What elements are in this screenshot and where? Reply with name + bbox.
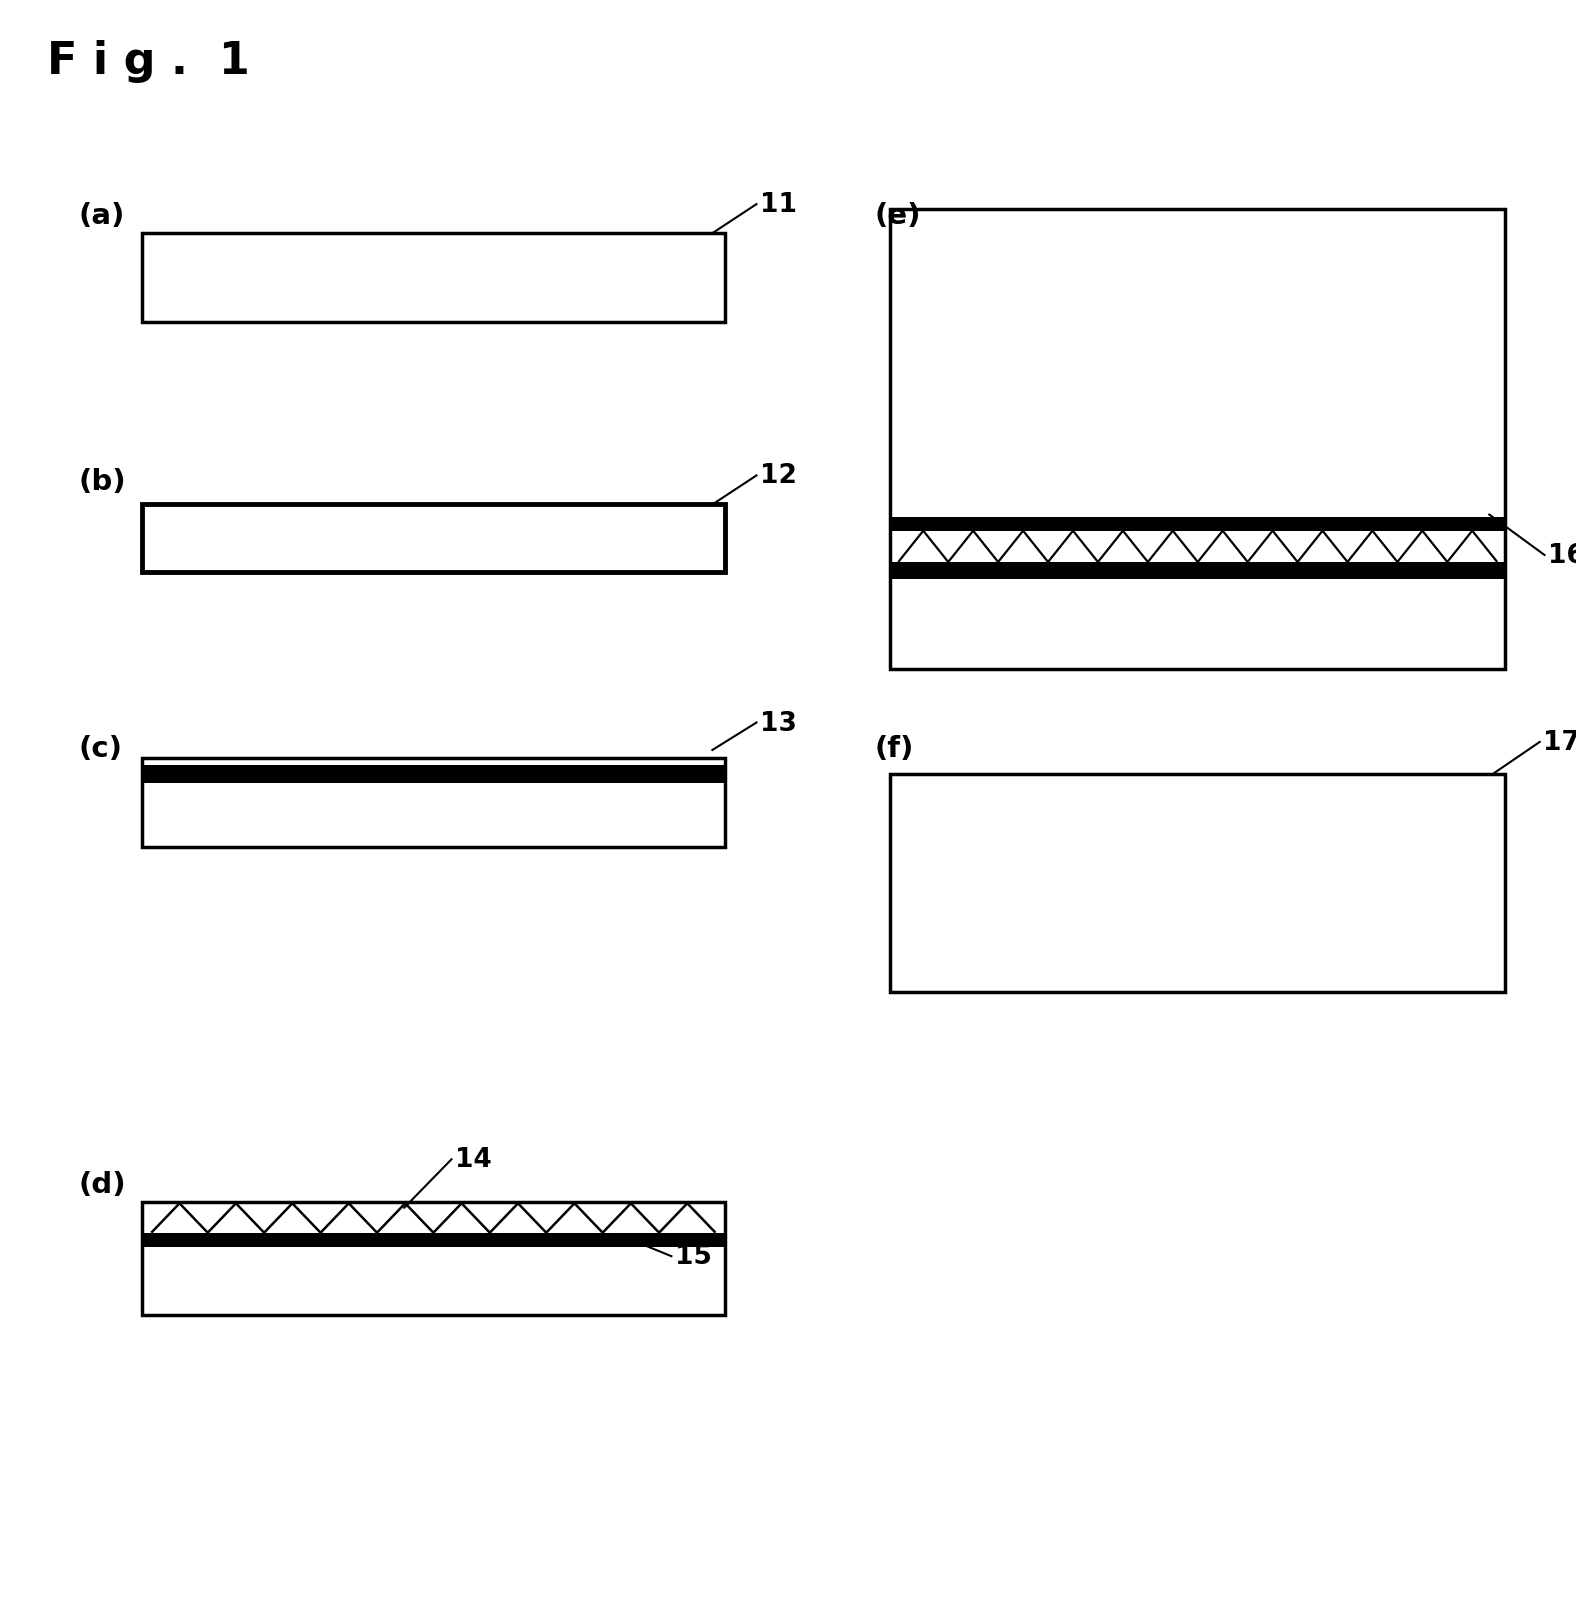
Text: 13: 13 [760, 710, 796, 736]
Text: (e): (e) [875, 202, 922, 229]
Bar [890, 775, 1505, 993]
Bar [142, 765, 725, 783]
Bar [142, 1202, 725, 1315]
Text: 14: 14 [454, 1146, 492, 1172]
Text: 15: 15 [675, 1243, 711, 1269]
Text: (b): (b) [79, 468, 126, 495]
Text: (c): (c) [79, 734, 123, 762]
Text: F i g .  1: F i g . 1 [47, 40, 251, 84]
Text: 12: 12 [760, 463, 796, 489]
Bar [890, 518, 1505, 531]
Text: (a): (a) [79, 202, 125, 229]
Bar [890, 210, 1505, 670]
Bar [890, 563, 1505, 579]
Text: 11: 11 [760, 192, 796, 218]
Bar [142, 234, 725, 323]
Text: 16: 16 [1548, 542, 1576, 568]
Text: 17: 17 [1543, 730, 1576, 755]
Text: (f): (f) [875, 734, 914, 762]
Bar [142, 505, 725, 573]
Bar [142, 1233, 725, 1248]
Text: (d): (d) [79, 1170, 126, 1198]
Bar [142, 759, 725, 847]
